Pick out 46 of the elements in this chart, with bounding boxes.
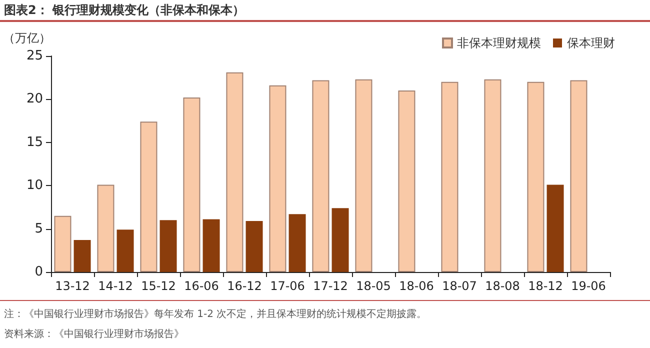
y-tick-label: 10 (26, 178, 43, 194)
bar (288, 214, 306, 272)
bar (54, 216, 72, 272)
bar (160, 220, 177, 272)
x-tick-label: 16-06 (184, 279, 219, 293)
chart-title: 图表2： 银行理财规模变化（非保本和保本） (0, 0, 650, 22)
text: 注：《中国银行业理财市场报告》每年发布 1-2 次不定，并且保本理财的统计规模不定期披露。 (4, 308, 428, 322)
x-tick-label: 13-12 (55, 279, 90, 293)
bar (226, 72, 244, 272)
bar (332, 208, 349, 272)
bar (546, 184, 564, 272)
bar (269, 85, 286, 272)
bar (355, 79, 372, 272)
y-tick-label: 5 (34, 221, 43, 236)
bar (570, 80, 588, 272)
bar (140, 122, 158, 272)
bar (484, 79, 502, 272)
x-tick-label: 16-12 (227, 279, 262, 293)
x-tick-label: 17-12 (313, 279, 348, 293)
x-tick-label: 15-12 (141, 279, 176, 293)
legend-label: 保本理财 (567, 36, 615, 50)
x-tick-label: 19-06 (571, 279, 606, 293)
bar (183, 97, 200, 272)
y-axis-title: （万亿） (3, 31, 51, 45)
x-tick-label: 18-05 (356, 279, 391, 293)
y-tick-label: 25 (26, 48, 43, 64)
x-tick-label: 18-08 (485, 279, 520, 293)
bar (527, 82, 544, 272)
bar (398, 90, 416, 272)
x-tick-label: 18-07 (442, 279, 477, 293)
bar (97, 184, 114, 272)
y-tick-label: 15 (26, 134, 43, 150)
x-tick-label: 17-06 (270, 279, 305, 293)
bar (441, 82, 458, 272)
x-tick-label: 18-12 (528, 279, 563, 293)
text: 资料来源：《中国银行业理财市场报告》 (4, 328, 185, 342)
bar (202, 219, 220, 272)
bar (312, 80, 330, 272)
bar (246, 221, 263, 272)
bar (116, 230, 134, 272)
legend-label: 非保本理财规模 (457, 36, 541, 50)
y-tick-label: 20 (26, 92, 43, 107)
bar (74, 240, 91, 272)
x-tick-label: 14-12 (98, 279, 133, 293)
y-tick-label: 0 (34, 264, 43, 280)
x-tick-label: 18-06 (399, 279, 434, 293)
